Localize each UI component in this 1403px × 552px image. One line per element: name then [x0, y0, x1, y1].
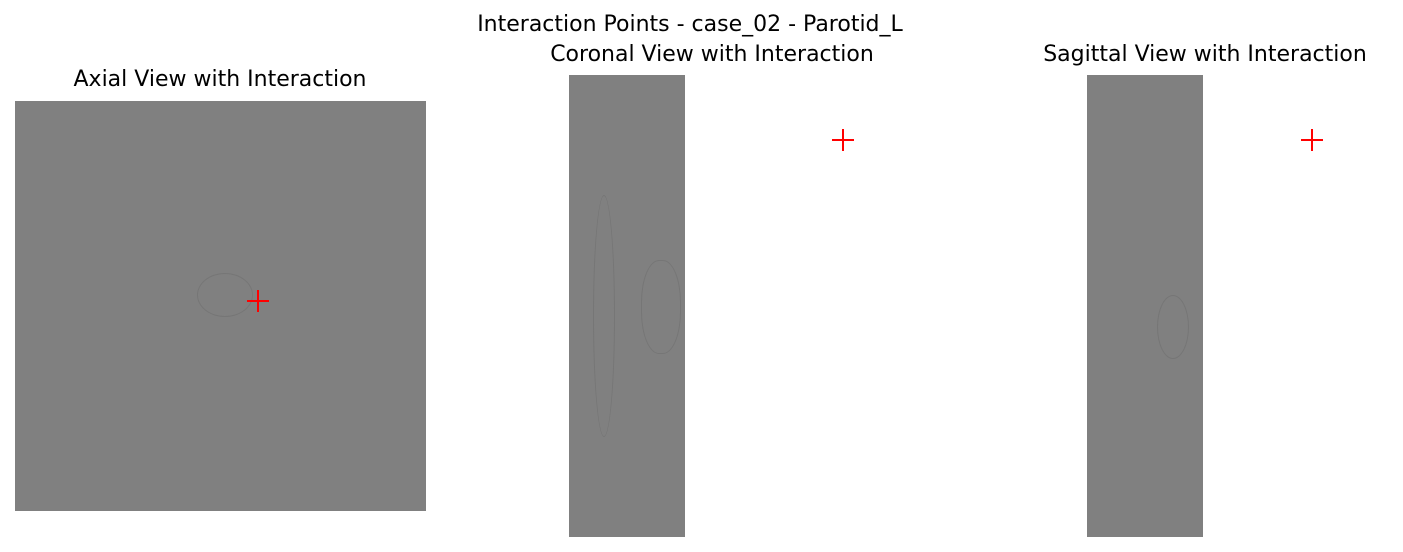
axial-interaction-marker	[247, 290, 269, 312]
sagittal-view-image	[1087, 75, 1203, 537]
axial-faint-structure	[197, 273, 253, 317]
coronal-faint-structure	[641, 260, 681, 354]
coronal-view-title: Coronal View with Interaction	[550, 42, 874, 67]
coronal-faint-contour	[593, 195, 615, 437]
coronal-view-image	[569, 75, 685, 537]
axial-view-title: Axial View with Interaction	[73, 67, 367, 92]
coronal-interaction-marker	[832, 129, 854, 151]
sagittal-faint-structure	[1157, 295, 1189, 359]
sagittal-interaction-marker	[1301, 129, 1323, 151]
axial-view-image	[15, 101, 426, 511]
figure-title: Interaction Points - case_02 - Parotid_L	[477, 12, 903, 37]
sagittal-view-title: Sagittal View with Interaction	[1043, 42, 1367, 67]
